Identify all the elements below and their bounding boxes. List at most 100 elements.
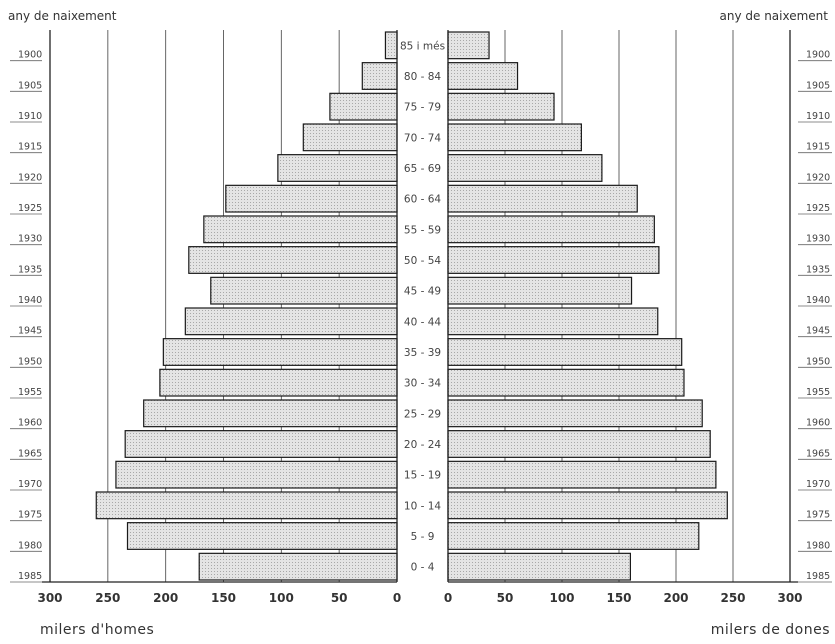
birth-year-right: 1965 <box>806 448 830 459</box>
x-axis-label-men: milers d'homes <box>40 622 154 638</box>
birth-year-left: 1930 <box>18 234 42 245</box>
birth-year-label-left: any de naixement <box>8 9 117 23</box>
x-tick-label-men: 0 <box>393 591 401 605</box>
birth-year-left: 1980 <box>18 540 42 551</box>
bar-women-65-69 <box>447 154 603 182</box>
bar-men-50-54 <box>188 246 398 274</box>
x-tick-label-men: 50 <box>331 591 348 605</box>
birth-year-right: 1900 <box>806 50 830 61</box>
bar-men-20-24 <box>124 430 398 458</box>
birth-year-right: 1925 <box>806 203 830 214</box>
x-tick-label-men: 100 <box>269 591 294 605</box>
age-group-label: 50 - 54 <box>404 255 442 267</box>
birth-year-left: 1935 <box>18 264 42 275</box>
birth-year-left: 1950 <box>18 356 42 367</box>
x-tick-label-men: 150 <box>211 591 236 605</box>
birth-year-right: 1980 <box>806 540 830 551</box>
x-axis-label-women: milers de dones <box>711 622 830 638</box>
bar-men-45-49 <box>210 276 398 305</box>
age-group-label: 30 - 34 <box>404 378 442 390</box>
birth-year-left: 1975 <box>18 510 42 521</box>
x-tick-label-women: 150 <box>606 591 631 605</box>
bar-women-75-79 <box>447 92 555 121</box>
birth-year-right: 1930 <box>806 234 830 245</box>
birth-year-right: 1955 <box>806 387 830 398</box>
birth-year-left: 1900 <box>18 50 42 61</box>
bar-women-35-39 <box>447 338 683 366</box>
birth-year-left: 1965 <box>18 448 42 459</box>
bar-men-40-44 <box>184 307 398 336</box>
bar-women-45-49 <box>447 276 633 305</box>
age-group-label: 80 - 84 <box>404 71 442 83</box>
age-group-label: 10 - 14 <box>404 500 442 512</box>
x-tick-label-men: 250 <box>95 591 120 605</box>
bar-women-70-74 <box>447 123 582 152</box>
x-tick-label-women: 50 <box>497 591 514 605</box>
bar-men-25-29 <box>143 399 398 428</box>
age-group-label: 5 - 9 <box>411 531 435 543</box>
bar-men-75-79 <box>329 92 398 121</box>
birth-year-left: 1955 <box>18 387 42 398</box>
bar-women-60-64 <box>447 184 638 213</box>
birth-year-right: 1940 <box>806 295 830 306</box>
bar-men-35-39 <box>162 338 398 366</box>
birth-year-right: 1970 <box>806 479 830 490</box>
birth-year-right: 1935 <box>806 264 830 275</box>
birth-year-left: 1905 <box>18 80 42 91</box>
birth-year-label-right: any de naixement <box>720 9 829 23</box>
x-tick-label-women: 100 <box>549 591 574 605</box>
bar-women-55-59 <box>447 215 655 244</box>
birth-year-right: 1950 <box>806 356 830 367</box>
x-tick-label-women: 200 <box>663 591 688 605</box>
birth-year-left: 1925 <box>18 203 42 214</box>
age-group-label: 35 - 39 <box>404 347 441 359</box>
bar-men-55-59 <box>203 215 398 244</box>
bar-men-10-14 <box>95 491 398 520</box>
x-tick-label-men: 300 <box>37 591 62 605</box>
birth-year-right: 1915 <box>806 142 830 153</box>
bar-women-85-i-m-s <box>447 31 490 60</box>
bar-women-30-34 <box>447 368 685 397</box>
birth-year-right: 1945 <box>806 326 830 337</box>
bar-women-20-24 <box>447 430 711 458</box>
bar-women-40-44 <box>447 307 659 336</box>
age-group-label: 55 - 59 <box>404 224 441 236</box>
bar-women-10-14 <box>447 491 728 520</box>
bar-men-70-74 <box>302 123 398 152</box>
birth-year-left: 1920 <box>18 172 42 183</box>
bar-women-0-4 <box>447 552 631 581</box>
age-group-label: 15 - 19 <box>404 470 441 482</box>
birth-year-right: 1985 <box>806 571 830 582</box>
birth-year-left: 1915 <box>18 142 42 153</box>
birth-year-right: 1920 <box>806 172 830 183</box>
x-tick-label-women: 0 <box>444 591 452 605</box>
birth-year-left: 1985 <box>18 571 42 582</box>
birth-year-left: 1970 <box>18 479 42 490</box>
birth-year-right: 1910 <box>806 111 830 122</box>
bar-men-5-9 <box>126 522 398 550</box>
bar-men-0-4 <box>198 552 398 581</box>
birth-year-left: 1940 <box>18 295 42 306</box>
age-group-label: 40 - 44 <box>404 316 442 328</box>
age-group-label: 70 - 74 <box>404 132 442 144</box>
birth-year-left: 1910 <box>18 111 42 122</box>
x-tick-label-men: 200 <box>153 591 178 605</box>
bar-men-15-19 <box>115 460 398 489</box>
birth-year-left: 1945 <box>18 326 42 337</box>
bar-men-60-64 <box>225 184 398 213</box>
bar-men-30-34 <box>159 368 398 397</box>
birth-year-right: 1975 <box>806 510 830 521</box>
x-tick-label-women: 250 <box>720 591 745 605</box>
x-tick-label-women: 300 <box>777 591 802 605</box>
bar-women-50-54 <box>447 246 660 274</box>
age-group-label: 0 - 4 <box>411 562 435 574</box>
bar-women-25-29 <box>447 399 703 428</box>
bar-men-85-i-m-s <box>384 31 398 60</box>
age-group-label: 60 - 64 <box>404 194 442 206</box>
birth-year-right: 1905 <box>806 80 830 91</box>
bar-women-5-9 <box>447 522 700 550</box>
age-group-label: 85 i més <box>400 40 445 52</box>
birth-year-right: 1960 <box>806 418 830 429</box>
birth-year-left: 1960 <box>18 418 42 429</box>
bar-women-80-84 <box>447 62 519 90</box>
